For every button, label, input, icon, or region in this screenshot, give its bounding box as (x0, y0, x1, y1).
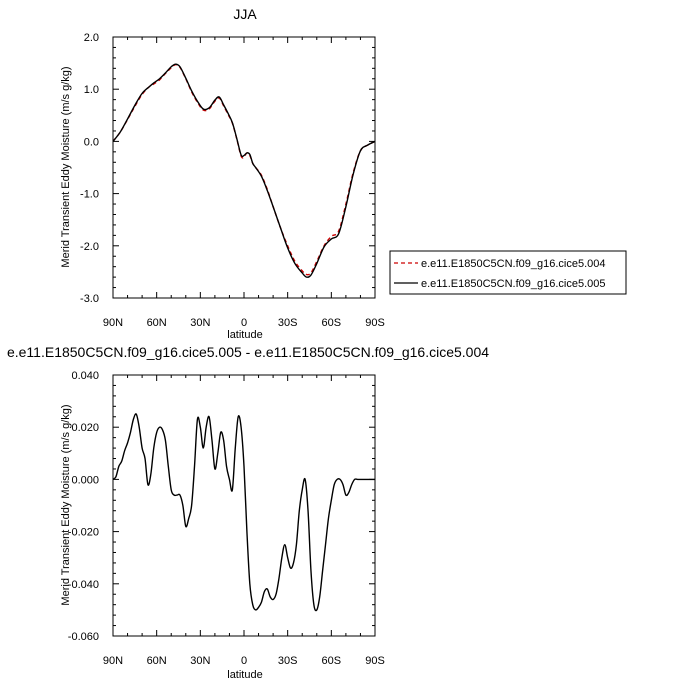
bottom-x-tick-label: 60S (322, 655, 342, 667)
bottom-x-tick-label: 90N (103, 655, 123, 667)
top-chart-title: JJA (233, 6, 257, 22)
top-axis-ticks: 90N 60N 30N 0 30S 60S 90S 2.0 1.0 0.0 -1.0 -2.0 -3.0 (80, 32, 385, 329)
top-y-tick-label: 0.0 (84, 136, 99, 148)
top-x-tick-label: 90N (103, 317, 123, 329)
bottom-chart-title: e.e11.E1850C5CN.f09_g16.cice5.005 - e.e1… (7, 344, 489, 360)
bottom-y-tick-label: 0.000 (71, 474, 99, 486)
bottom-y-tick-label: 0.020 (71, 422, 99, 434)
top-y-tick-label: 2.0 (84, 32, 99, 44)
bottom-panel: e.e11.E1850C5CN.f09_g16.cice5.005 - e.e1… (7, 344, 489, 681)
bottom-x-axis-label: latitude (227, 669, 262, 681)
top-y-tick-label: -2.0 (80, 241, 99, 253)
legend-label-series-005: e.e11.E1850C5CN.f09_g16.cice5.005 (421, 278, 606, 290)
top-panel: JJA Merid Transient Eddy Moisture (m/s g… (60, 6, 385, 341)
bottom-y-tick-label: -0.060 (68, 631, 99, 643)
top-y-tick-label: -1.0 (80, 189, 99, 201)
top-x-tick-label: 90S (365, 317, 385, 329)
top-x-tick-label: 30N (190, 317, 210, 329)
top-y-axis-label: Merid Transient Eddy Moisture (m/s g/kg) (60, 66, 72, 267)
top-series-line-1 (112, 63, 376, 278)
top-y-tick-label: -3.0 (80, 293, 99, 305)
bottom-y-axis-label: Merid Transient Eddy Moisture (m/s g/kg) (60, 404, 72, 605)
legend: e.e11.E1850C5CN.f09_g16.cice5.004 e.e11.… (389, 250, 627, 295)
top-series-group (112, 63, 376, 278)
top-x-tick-label: 30S (278, 317, 298, 329)
bottom-y-tick-label: -0.020 (68, 527, 99, 539)
top-series-line-0 (112, 63, 376, 276)
bottom-series-line-0 (112, 413, 375, 612)
bottom-axis-ticks: 90N 60N 30N 0 30S 60S 90S 0.040 0.020 0.000 -0.020… (68, 370, 385, 667)
top-x-tick-label: 0 (241, 317, 247, 329)
bottom-x-tick-label: 0 (241, 655, 247, 667)
top-y-tick-label: 1.0 (84, 84, 99, 96)
bottom-x-tick-label: 60N (147, 655, 167, 667)
bottom-series-group (112, 413, 375, 612)
top-plot-frame (112, 36, 376, 299)
legend-label-series-004: e.e11.E1850C5CN.f09_g16.cice5.004 (421, 258, 606, 270)
bottom-x-tick-label: 30S (278, 655, 298, 667)
top-x-tick-label: 60N (147, 317, 167, 329)
bottom-plot-frame (112, 374, 376, 637)
top-x-tick-label: 60S (322, 317, 342, 329)
legend-box (389, 250, 627, 295)
top-x-axis-label: latitude (227, 329, 262, 341)
bottom-y-tick-label: 0.040 (71, 370, 99, 382)
bottom-x-tick-label: 30N (190, 655, 210, 667)
bottom-y-tick-label: -0.040 (68, 579, 99, 591)
bottom-x-tick-label: 90S (365, 655, 385, 667)
